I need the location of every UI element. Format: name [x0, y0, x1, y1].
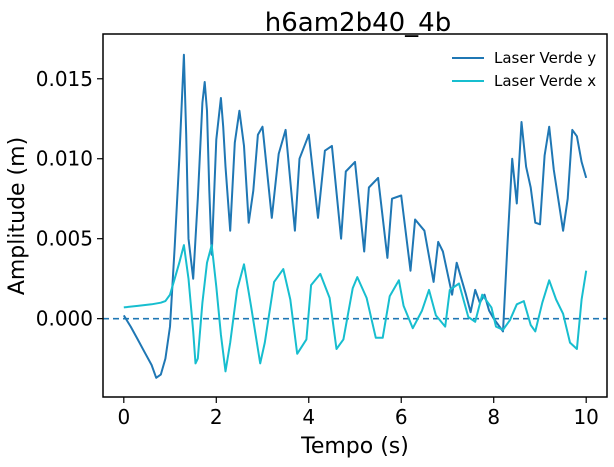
y-axis: 0.000 0.005 0.010 0.015	[36, 67, 103, 331]
x-tick-label: 4	[302, 405, 315, 429]
y-axis-label: Amplitude (m)	[5, 137, 30, 295]
plot-frame	[102, 33, 608, 398]
x-tick-label: 6	[395, 405, 408, 429]
series-line-2	[123, 244, 588, 373]
legend-label-2: Laser Verde x	[494, 72, 596, 90]
x-axis-label: Tempo (s)	[300, 434, 409, 459]
legend-label-1: Laser Verde y	[494, 49, 596, 67]
x-axis: 0 2 4 6 8 10	[117, 397, 599, 429]
y-tick-label: 0.015	[36, 67, 93, 91]
legend: Laser Verde y Laser Verde x	[452, 49, 596, 90]
y-tick-label: 0.000	[36, 307, 93, 331]
chart-title: h6am2b40_4b	[265, 8, 451, 38]
y-tick-label: 0.005	[36, 227, 93, 251]
y-tick-label: 0.010	[36, 147, 93, 171]
x-tick-label: 0	[117, 405, 130, 429]
x-tick-label: 10	[573, 405, 598, 429]
plot-area	[103, 53, 607, 379]
x-tick-label: 8	[487, 405, 500, 429]
x-tick-label: 2	[210, 405, 223, 429]
series-line-1	[122, 53, 588, 379]
